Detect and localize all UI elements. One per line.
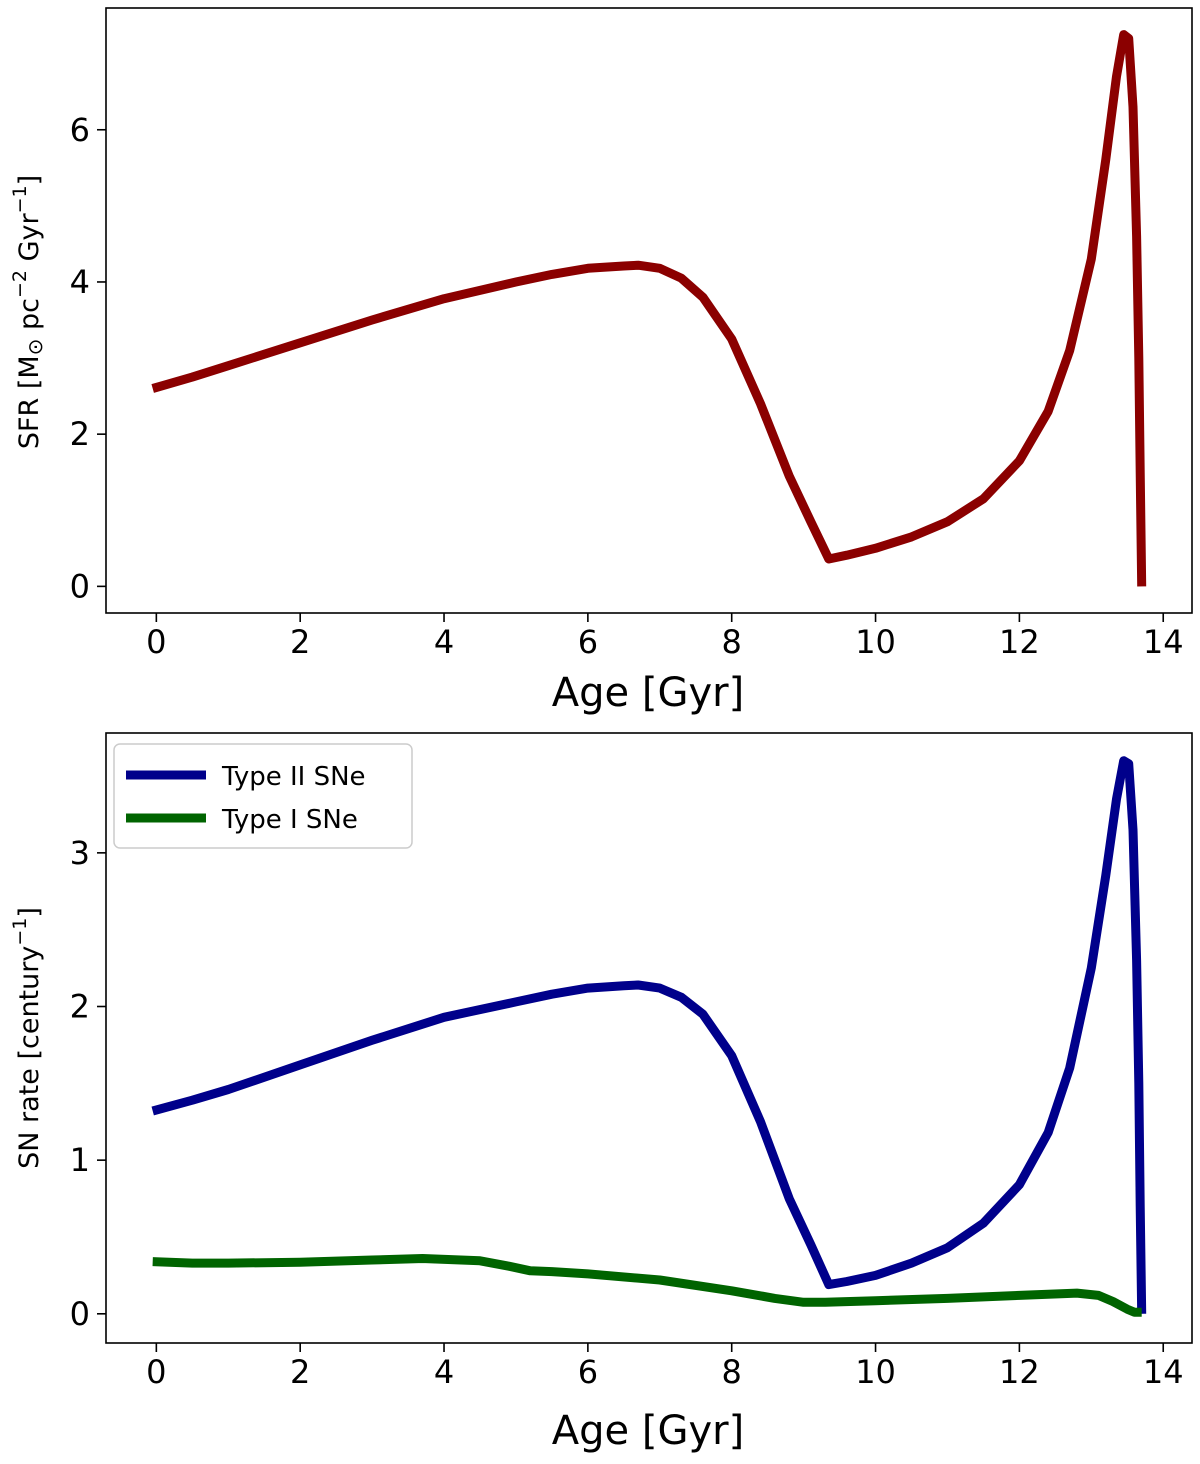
sn-xtick-label: 14 [1143,1353,1184,1391]
sfr-ylabel-end: ] [14,175,45,186]
sn-xtick-label: 2 [290,1353,310,1391]
legend-label-type-i: Type I SNe [221,805,358,835]
sn-ylabel-end: ] [14,907,45,918]
sfr-y-axis-title: SFR [M⊙ pc−2 Gyr−1] [9,175,47,449]
sfr-ytick-label: 2 [70,415,90,453]
sfr-ticks: 0 2 4 6 8 10 12 14 0 2 4 6 [70,111,1184,661]
sn-ytick-label: 2 [70,988,90,1026]
sfr-panel: 0 2 4 6 8 10 12 14 0 2 4 6 Age [Gyr] SFR [M⊙ pc−2 G… [9,7,1193,716]
sfr-ylabel-sup1: −2 [9,270,31,298]
legend: Type II SNe Type I SNe [113,743,413,849]
sn-axes-frame [105,732,1193,1344]
sn-series-line-type-i-sne [152,1254,1142,1317]
sn-xtick-label: 10 [855,1353,896,1391]
sfr-x-axis-title: Age [Gyr] [552,670,744,716]
sfr-xtick-label: 12 [999,623,1040,661]
sfr-series [151,30,1147,587]
sfr-ylabel-sup2: −1 [9,185,31,213]
sfr-ylabel-mid2: Gyr [14,212,45,269]
sn-series [151,756,1147,1317]
sfr-xtick-label: 0 [146,623,166,661]
sfr-xtick-label: 2 [290,623,310,661]
sn-series-line-type-ii-sne [151,756,1147,1314]
sfr-ytick-label: 4 [70,263,90,301]
sn-xtick-label: 4 [434,1353,454,1391]
sn-y-axis-title: SN rate [century−1] [9,907,45,1169]
sn-xtick-label: 0 [146,1353,166,1391]
sfr-ylabel-main: SFR [M [14,355,45,449]
sn-xtick-label: 8 [722,1353,742,1391]
sfr-xtick-label: 4 [434,623,454,661]
sn-ylabel-sup: −1 [9,918,31,946]
sn-x-axis-title: Age [Gyr] [552,1408,744,1454]
sfr-ytick-label: 6 [70,111,90,149]
sn-ytick-label: 0 [70,1295,90,1333]
sn-xtick-label: 6 [578,1353,598,1391]
sn-xtick-label: 12 [999,1353,1040,1391]
sfr-ytick-label: 0 [70,567,90,605]
sn-ytick-label: 1 [70,1141,90,1179]
legend-label-type-ii: Type II SNe [221,762,366,792]
sfr-xtick-label: 14 [1143,623,1184,661]
sfr-xtick-label: 10 [855,623,896,661]
sfr-ylabel-mid: pc [14,298,45,339]
sn-ytick-label: 3 [70,834,90,872]
sfr-series-line-sfr [151,30,1147,587]
sn-ylabel-main: SN rate [century [14,946,45,1169]
sfr-axes-frame [105,7,1193,614]
sfr-ylabel-sun: ⊙ [23,339,47,356]
sfr-xtick-label: 6 [578,623,598,661]
sfr-xtick-label: 8 [722,623,742,661]
